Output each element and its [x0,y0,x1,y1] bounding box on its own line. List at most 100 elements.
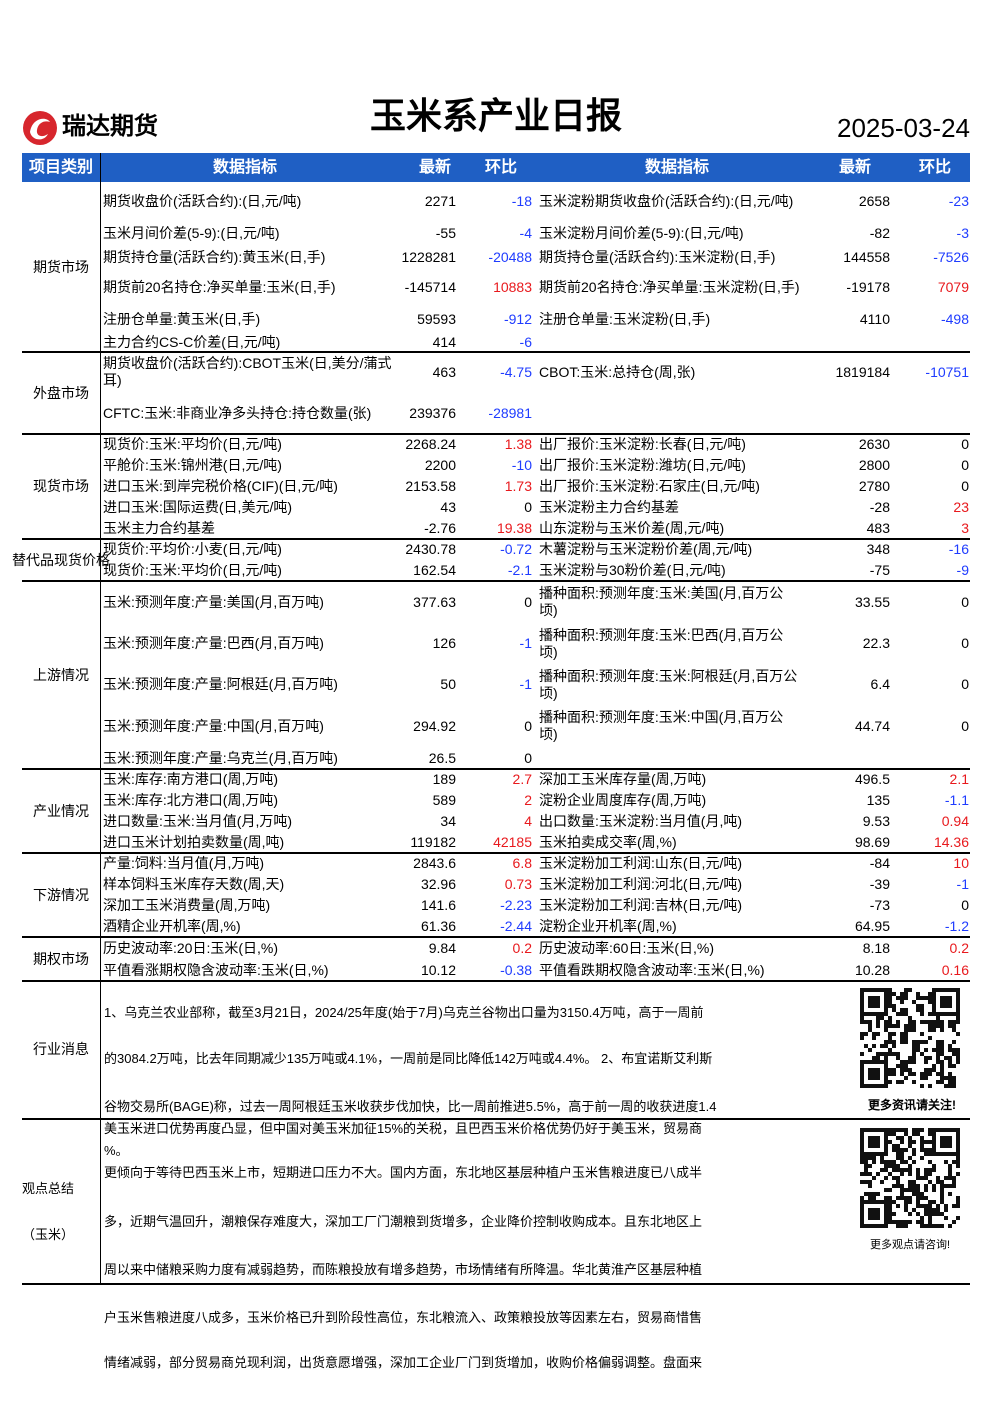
change-value: -0.38 [500,961,532,978]
change-value: 1.73 [504,478,532,494]
indicator-name: 期货前20名持仓:净买单量:玉米淀粉(日,手) [539,278,800,295]
indicator-name: 历史波动率:20日:玉米(日,%) [103,939,279,956]
latest-value: 33.55 [854,593,890,610]
change-value: 0 [524,593,532,610]
section-divider [22,1283,970,1285]
indicator-name: 玉米:预测年度:产量:巴西(月,百万吨) [103,635,324,651]
change-value: -23 [948,192,969,209]
indicator-name: 进口玉米:到岸完税价格(CIF)(日,元/吨) [103,478,338,494]
change-value: 23 [953,499,969,515]
column-header: 数据指标 [212,159,277,176]
change-value: 2 [524,792,532,808]
change-value: 0 [524,749,532,766]
latest-value: 8.18 [862,939,890,956]
latest-value: 43 [440,499,456,515]
category-label: 行业消息 [33,1040,89,1057]
indicator-name: 播种面积:预测年度:玉米:阿根廷(月,百万公顷) [539,667,798,701]
latest-value: 44.74 [854,717,890,734]
opinion-line: 情绪减弱，部分贸易商兑现利润，出货意愿增强，深加工企业厂门到货增加，收购价格偏弱… [104,1355,703,1370]
section-divider [22,433,970,435]
column-header: 最新 [838,159,871,176]
column-header: 数据指标 [644,159,709,176]
indicator-name: 现货价:玉米:平均价(日,元/吨) [103,562,282,578]
indicator-name: 进口数量:玉米:当月值(月,万吨) [103,813,292,829]
change-value: 0.2 [512,939,532,956]
change-value: 0.73 [504,876,532,892]
change-value: 0 [961,593,969,610]
change-value: -9 [956,562,969,578]
opinion-line: 更倾向于等待巴西玉米上市，短期进口压力不大。国内方面，东北地区基层种植户玉米售粮… [104,1165,703,1180]
indicator-name: 酒精企业开机率(周,%) [103,918,241,934]
latest-value: 6.4 [870,676,890,692]
latest-value: 1819184 [835,363,890,380]
opinion-line: 美玉米进口优势再度凸显，但中国对美玉米加征15%的关税，且巴西玉米价格优势仍好于… [104,1121,703,1136]
change-value: -16 [948,541,969,557]
opinion-line: 多，近期气温回升，潮粮保存难度大，深加工厂门潮粮到货增多，企业降价控制收购成本。… [104,1214,703,1229]
change-value: -28981 [488,404,532,421]
indicator-name: 玉米淀粉加工利润:河北(日,元/吨) [539,876,742,892]
latest-value: 483 [866,520,890,536]
latest-value: 463 [432,363,456,380]
change-value: 0.94 [941,813,969,829]
opinion-line: 周以来中储粮采购力度有减弱趋势，而陈粮投放有增多趋势，市场情绪有所降温。华北黄淮… [104,1262,703,1277]
change-value: -1.1 [944,792,969,808]
change-value: -7526 [933,248,969,265]
latest-value: -84 [869,855,890,871]
indicator-name: CBOT:玉米:总持仓(周,张) [539,363,696,380]
company-name: 瑞达期货 [62,113,158,140]
latest-value: 189 [432,771,456,787]
change-value: 0 [961,457,969,473]
indicator-name: 玉米:库存:南方港口(周,万吨) [103,771,278,787]
latest-value: 162.54 [413,562,456,578]
indicator-name: 期货前20名持仓:净买单量:玉米(日,手) [103,278,336,295]
logo-icon [23,111,57,145]
latest-value: 64.95 [854,918,890,934]
indicator-name: 玉米淀粉期货收盘价(活跃合约):(日,元/吨) [539,192,794,209]
section-divider [22,580,970,582]
change-value: 10 [953,855,969,871]
latest-value: -82 [869,224,890,241]
section-divider [22,936,970,938]
change-value: 0 [961,897,969,913]
latest-value: -75 [869,562,890,578]
category-label: 产业情况 [33,802,89,819]
indicator-name: 平值看涨期权隐含波动率:玉米(日,%) [103,961,329,978]
section-divider [22,351,970,353]
change-value: 2.1 [949,771,969,787]
indicator-name: 期货持仓量(活跃合约):玉米淀粉(日,手) [539,248,776,265]
indicator-name: 现货价:平均价:小麦(日,元/吨) [103,541,282,557]
report-date: 2025-03-24 [837,113,970,143]
opinion-line: 户玉米售粮进度八成多，玉米价格已升到阶段性高位，东北粮流入、政策粮投放等因素左右… [104,1310,703,1325]
indicator-name: 玉米:预测年度:产量:阿根廷(月,百万吨) [103,676,338,692]
category-label: 外盘市场 [33,384,89,401]
change-value: -10 [511,457,532,473]
change-value: 0.16 [941,961,969,978]
latest-value: 22.3 [862,635,890,651]
indicator-name: 玉米淀粉月间价差(5-9):(日,元/吨) [539,224,744,241]
section-divider [22,852,970,854]
latest-value: 1228281 [401,248,456,265]
indicator-name: 玉米淀粉加工利润:吉林(日,元/吨) [539,897,742,913]
latest-value: 10.28 [854,961,890,978]
latest-value: 2153.58 [405,478,456,494]
latest-value: 126 [432,635,456,651]
qr-code [860,988,960,1088]
change-value: 0 [524,717,532,734]
change-value: 0 [961,478,969,494]
change-value: 0 [961,635,969,651]
indicator-name: 玉米:预测年度:产量:乌克兰(月,百万吨) [103,749,338,766]
latest-value: 348 [866,541,890,557]
latest-value: 589 [432,792,456,808]
category-label: 观点总结（玉米） [22,1181,75,1242]
indicator-name: 期货收盘价(活跃合约):(日,元/吨) [103,192,302,209]
qr-code [860,1128,960,1228]
section-divider [22,538,970,540]
change-value: 7079 [937,278,969,295]
latest-value: -73 [869,897,890,913]
latest-value: 2843.6 [413,855,456,871]
indicator-name: 播种面积:预测年度:玉米:巴西(月,百万公顷) [539,626,784,660]
category-label: 现货市场 [33,478,89,494]
change-value: 10883 [493,278,532,295]
latest-value: 61.36 [420,918,456,934]
